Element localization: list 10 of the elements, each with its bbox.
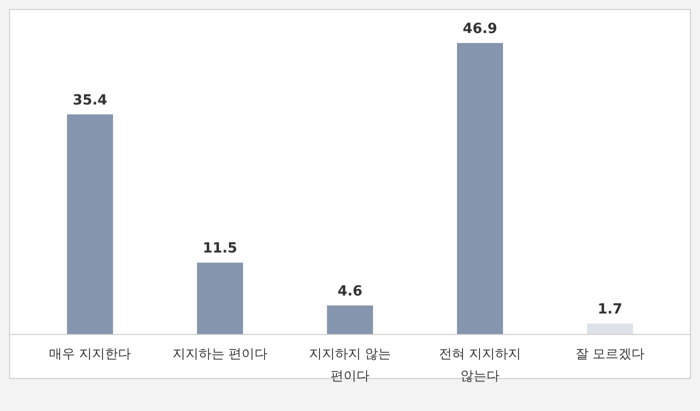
data-label: 46.9 [462,21,498,37]
data-label: 35.4 [72,92,108,108]
x-tick-label: 전혀 지지하지 않는다 [438,347,522,384]
data-label: 11.5 [202,240,238,257]
x-tick-label: 잘 모르겠다 [575,347,645,362]
data-label: 4.6 [338,283,362,300]
x-tick-label: 지지하는 편이다 [172,347,268,362]
x-tick-label: 지지하지 않는 편이다 [308,347,392,384]
x-tick-label: 매우 지지한다 [48,347,132,362]
data-label: 1.7 [598,301,622,318]
